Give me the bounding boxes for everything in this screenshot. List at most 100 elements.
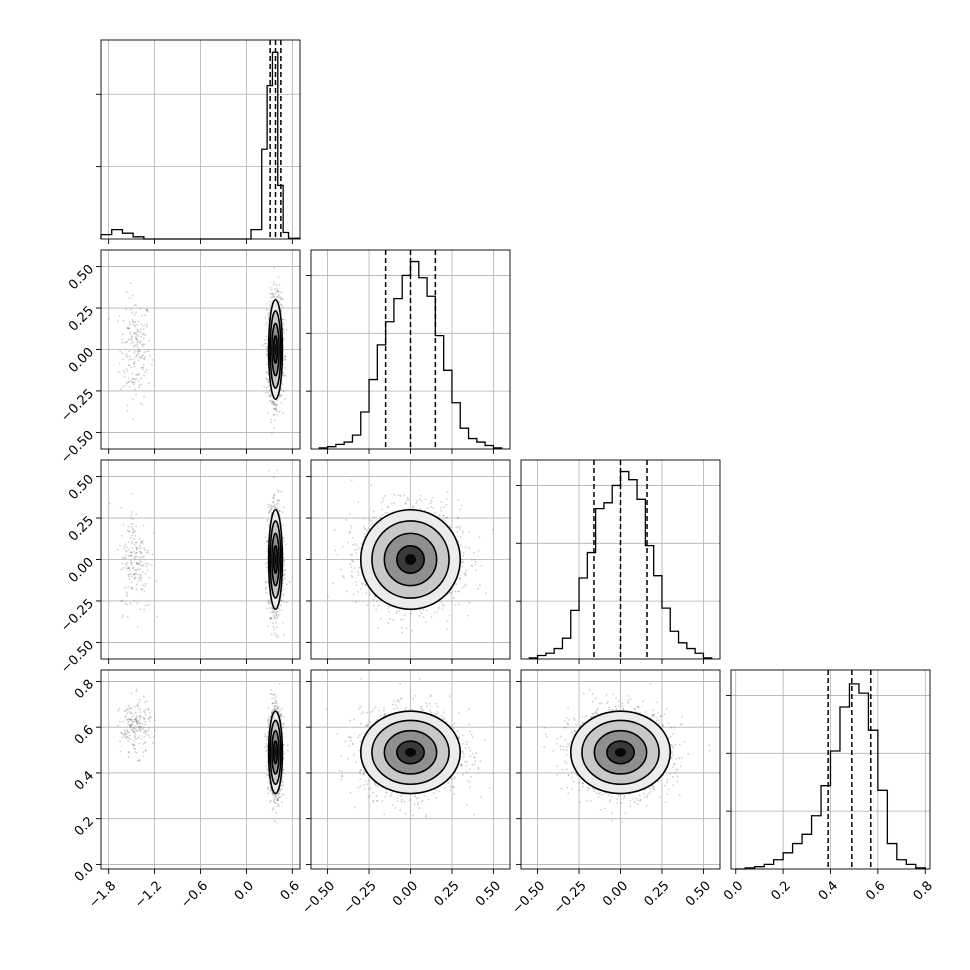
- scatter-point: [127, 327, 130, 330]
- scatter-point: [129, 712, 132, 715]
- scatter-point: [126, 409, 129, 412]
- scatter-point: [277, 792, 280, 795]
- scatter-point: [139, 350, 142, 352]
- scatter-point: [126, 591, 128, 594]
- scatter-point: [142, 555, 145, 558]
- scatter-point: [147, 382, 150, 385]
- scatter-point: [278, 300, 281, 303]
- scatter-point: [122, 523, 125, 526]
- scatter-point: [121, 333, 124, 336]
- scatter-point: [280, 599, 283, 602]
- scatter-point: [282, 331, 285, 334]
- scatter-point: [281, 383, 284, 385]
- scatter-point: [127, 377, 130, 380]
- scatter-point: [267, 707, 270, 710]
- scatter-point: [149, 716, 152, 719]
- scatter-point: [137, 359, 140, 362]
- scatter-point: [139, 340, 142, 342]
- scatter-point: [281, 784, 284, 787]
- scatter-point: [138, 547, 140, 550]
- scatter-point: [281, 298, 284, 300]
- scatter-point: [141, 367, 143, 369]
- scatter-point: [139, 711, 142, 714]
- scatter-point: [282, 594, 285, 597]
- scatter-point: [147, 549, 149, 552]
- scatter-point: [282, 556, 285, 559]
- scatter-point: [274, 616, 277, 619]
- scatter-point: [280, 609, 283, 611]
- scatter-point: [127, 567, 130, 569]
- scatter-point: [133, 324, 136, 327]
- scatter-point: [135, 337, 138, 340]
- scatter-point: [278, 284, 281, 286]
- scatter-point: [276, 705, 279, 708]
- scatter-point: [131, 587, 134, 589]
- scatter-point: [128, 566, 131, 569]
- scatter-point: [267, 391, 270, 394]
- scatter-point: [266, 518, 269, 521]
- scatter-point: [136, 354, 138, 357]
- scatter-point: [126, 546, 128, 549]
- scatter-point: [131, 588, 133, 590]
- scatter-point: [269, 504, 272, 507]
- scatter-point: [272, 413, 275, 416]
- histogram-panel-3: [726, 669, 931, 874]
- scatter-point: [140, 728, 142, 731]
- scatter-point: [122, 566, 125, 569]
- scatter-point: [130, 337, 132, 340]
- scatter-point: [272, 283, 275, 286]
- scatter-point: [134, 747, 137, 750]
- scatter-point: [275, 799, 278, 802]
- scatter-point: [265, 773, 268, 776]
- scatter-point: [129, 725, 132, 727]
- scatter-point: [137, 725, 140, 728]
- scatter-point: [142, 524, 145, 527]
- scatter-point: [263, 385, 265, 388]
- scatter-point: [125, 382, 128, 385]
- scatter-point: [284, 355, 286, 358]
- scatter-point: [273, 800, 275, 803]
- scatter-point: [264, 342, 267, 345]
- scatter-point: [128, 718, 131, 721]
- scatter-point: [142, 333, 144, 336]
- scatter-point: [126, 731, 129, 734]
- scatter-point: [270, 789, 272, 792]
- panel-frame: [520, 459, 721, 660]
- scatter-point: [266, 302, 268, 305]
- scatter-point: [266, 768, 269, 771]
- scatter-point: [267, 378, 270, 381]
- scatter-point: [138, 562, 140, 565]
- scatter-point: [145, 368, 148, 371]
- scatter-point: [127, 327, 130, 330]
- scatter-point: [123, 734, 125, 737]
- scatter-point: [274, 407, 277, 410]
- scatter-point: [135, 718, 138, 721]
- scatter-point: [147, 603, 150, 606]
- scatter-point: [142, 584, 145, 587]
- scatter-point: [264, 392, 267, 394]
- scatter-point: [133, 718, 135, 721]
- scatter-point: [276, 636, 279, 639]
- scatter-point: [154, 729, 156, 732]
- scatter-point: [271, 808, 274, 811]
- scatter-point: [128, 327, 131, 330]
- scatter-point: [269, 506, 272, 509]
- scatter-point: [265, 587, 267, 590]
- scatter-point: [283, 722, 285, 725]
- scatter-point: [130, 551, 132, 554]
- scatter-point: [130, 572, 133, 575]
- scatter-point: [135, 721, 138, 724]
- scatter-point: [270, 402, 273, 405]
- scatter-point: [130, 511, 133, 513]
- scatter-point: [141, 564, 144, 567]
- scatter-point: [269, 418, 272, 421]
- scatter-point: [129, 339, 132, 341]
- scatter-point: [137, 736, 140, 739]
- scatter-point: [282, 506, 285, 509]
- scatter-point: [124, 732, 127, 735]
- scatter-point: [270, 799, 272, 802]
- panel-frame: [100, 459, 301, 660]
- histogram-steps: [735, 683, 926, 870]
- scatter-point: [124, 543, 127, 546]
- scatter-point: [147, 310, 149, 313]
